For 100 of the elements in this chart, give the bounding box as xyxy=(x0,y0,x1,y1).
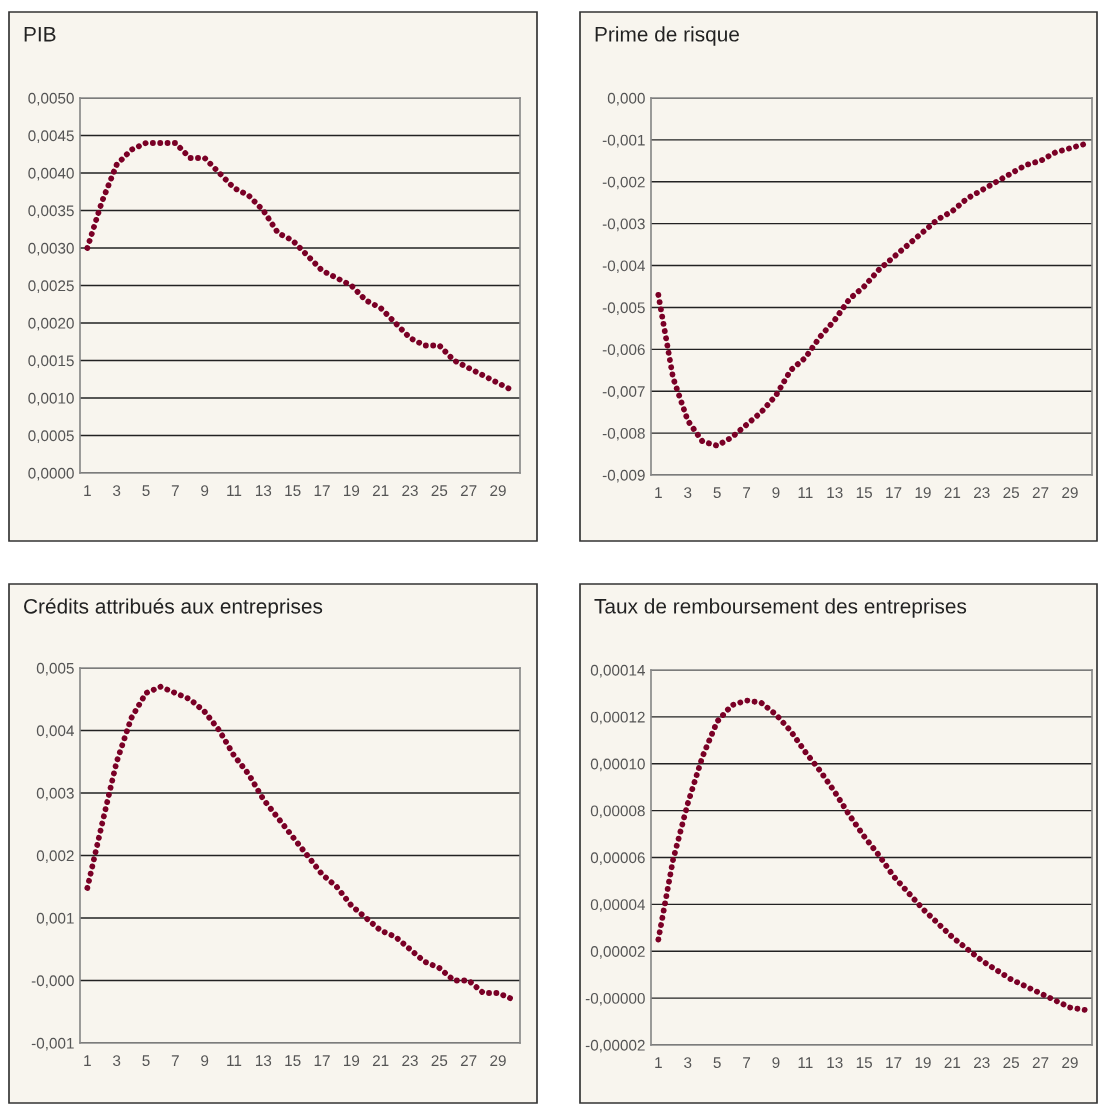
y-tick-label: 0,0050 xyxy=(28,92,74,106)
x-tick-label: 27 xyxy=(460,1055,477,1066)
chart-title: Taux de remboursement des entreprises xyxy=(594,598,967,618)
x-tick-label: 19 xyxy=(344,1055,360,1067)
x-tick-label: 23 xyxy=(402,1055,418,1067)
x-tick-label: 3 xyxy=(113,1055,121,1067)
x-tick-label: 1 xyxy=(84,485,91,496)
x-tick-label: 13 xyxy=(256,1055,272,1067)
x-tick-label: 19 xyxy=(915,487,931,499)
y-tick-label: 0,003 xyxy=(36,787,74,801)
x-tick-label: 7 xyxy=(743,487,751,498)
x-tick-label: 15 xyxy=(285,485,301,497)
x-tick-label: 25 xyxy=(1003,1057,1020,1069)
x-tick-label: 9 xyxy=(201,485,209,497)
x-tick-label: 19 xyxy=(915,1057,931,1069)
x-tick-label: 7 xyxy=(743,1057,751,1068)
y-tick-label: -0,001 xyxy=(602,134,645,148)
x-tick-label: 15 xyxy=(285,1055,301,1067)
x-tick-label: 25 xyxy=(431,1055,448,1067)
y-tick-label: 0,000 xyxy=(607,92,645,106)
y-tick-label: 0,00010 xyxy=(590,758,645,772)
x-tick-label: 15 xyxy=(856,1057,873,1069)
x-tick-label: 23 xyxy=(974,1057,990,1069)
y-tick-label: -0,001 xyxy=(31,1037,74,1051)
x-tick-label: 15 xyxy=(856,487,873,499)
x-tick-label: 13 xyxy=(827,487,843,499)
y-tick-label: -0,004 xyxy=(602,260,645,274)
y-tick-label: 0,002 xyxy=(36,850,74,863)
x-tick-label: 29 xyxy=(1062,487,1078,499)
x-tick-label: 21 xyxy=(944,487,961,498)
x-tick-label: 13 xyxy=(827,1057,843,1069)
y-tick-label: 0,0040 xyxy=(28,167,74,181)
y-tick-label: -0,003 xyxy=(602,218,645,232)
y-tick-label: 0,005 xyxy=(36,662,74,676)
x-tick-label: 3 xyxy=(684,487,692,499)
y-tick-label: 0,0035 xyxy=(28,205,74,218)
y-tick-label: -0,00000 xyxy=(585,992,645,1006)
y-tick-label: -0,006 xyxy=(602,344,645,357)
x-tick-label: 1 xyxy=(655,487,662,498)
y-tick-label: 0,0010 xyxy=(28,392,74,406)
y-tick-label: -0,002 xyxy=(602,176,645,190)
x-tick-label: 5 xyxy=(142,485,150,497)
x-tick-label: 25 xyxy=(1003,487,1020,499)
y-tick-label: -0,000 xyxy=(31,975,74,988)
x-tick-label: 23 xyxy=(402,485,418,497)
x-tick-label: 3 xyxy=(684,1057,692,1069)
x-tick-label: 27 xyxy=(1032,487,1049,498)
x-tick-label: 5 xyxy=(713,1057,721,1069)
x-tick-label: 11 xyxy=(798,1057,813,1068)
y-tick-label: 0,0030 xyxy=(28,242,74,256)
x-tick-label: 29 xyxy=(1062,1057,1078,1069)
y-tick-label: -0,005 xyxy=(602,302,645,315)
y-tick-label: 0,0015 xyxy=(28,355,74,368)
y-tick-label: 0,001 xyxy=(36,912,74,926)
x-tick-label: 17 xyxy=(314,485,330,496)
x-tick-label: 23 xyxy=(974,487,990,499)
y-tick-label: 0,00002 xyxy=(590,946,645,959)
x-tick-label: 11 xyxy=(227,485,242,496)
y-tick-label: 0,00004 xyxy=(590,899,645,912)
x-tick-label: 19 xyxy=(344,485,360,497)
x-tick-label: 7 xyxy=(171,485,179,496)
x-tick-label: 13 xyxy=(256,485,272,497)
x-tick-label: 25 xyxy=(431,485,448,497)
y-tick-label: -0,00002 xyxy=(585,1039,645,1053)
y-tick-label: -0,007 xyxy=(602,386,645,399)
x-tick-label: 29 xyxy=(490,1055,506,1067)
x-tick-label: 5 xyxy=(713,487,721,499)
x-tick-label: 1 xyxy=(655,1057,662,1068)
y-tick-label: 0,00006 xyxy=(590,852,645,865)
x-tick-label: 21 xyxy=(944,1057,961,1068)
x-tick-label: 9 xyxy=(772,487,780,499)
y-tick-label: -0,009 xyxy=(602,469,645,483)
y-tick-label: 0,0025 xyxy=(28,280,74,293)
y-tick-label: 0,0000 xyxy=(28,467,74,481)
x-tick-label: 3 xyxy=(113,485,121,497)
x-tick-label: 1 xyxy=(84,1055,91,1066)
x-tick-label: 27 xyxy=(1032,1057,1049,1068)
x-tick-label: 21 xyxy=(372,1055,389,1066)
y-tick-label: 0,0005 xyxy=(28,430,74,443)
y-tick-label: -0,008 xyxy=(602,427,645,441)
x-tick-label: 11 xyxy=(227,1055,242,1066)
x-tick-label: 7 xyxy=(171,1055,179,1066)
x-tick-label: 17 xyxy=(886,1057,902,1068)
y-tick-label: 0,00012 xyxy=(590,711,645,725)
chart-title: Prime de risque xyxy=(595,26,739,46)
x-tick-label: 11 xyxy=(798,487,813,498)
y-tick-label: 0,004 xyxy=(36,725,74,738)
x-tick-label: 9 xyxy=(201,1055,209,1067)
x-tick-label: 5 xyxy=(142,1055,150,1067)
y-tick-label: 0,00008 xyxy=(590,805,645,819)
chart-title: Crédits attribués aux entreprises xyxy=(24,598,323,618)
y-tick-label: 0,00014 xyxy=(590,664,645,678)
y-tick-label: 0,0020 xyxy=(28,317,74,331)
x-tick-label: 17 xyxy=(314,1055,330,1066)
x-tick-label: 27 xyxy=(460,485,477,496)
x-tick-label: 17 xyxy=(886,487,902,498)
x-tick-label: 29 xyxy=(490,485,506,497)
x-tick-label: 21 xyxy=(372,485,389,496)
x-tick-label: 9 xyxy=(772,1057,780,1069)
chart-title: PIB xyxy=(24,27,56,42)
